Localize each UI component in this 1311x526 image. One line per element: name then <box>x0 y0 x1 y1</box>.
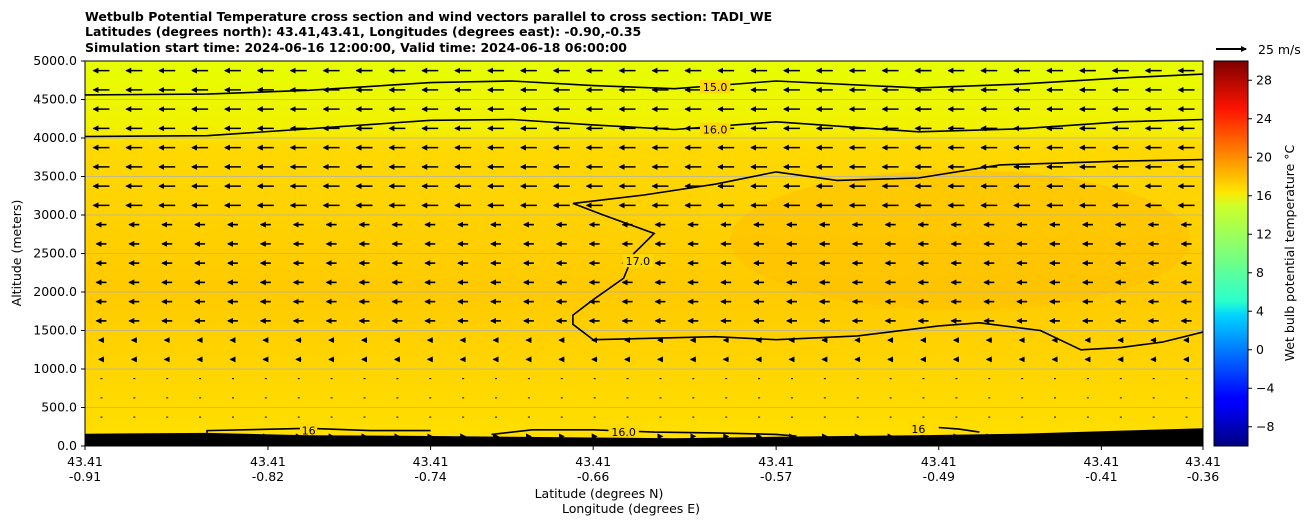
contour-line <box>491 429 797 437</box>
colorbar-tick-label: 8 <box>1256 265 1264 280</box>
colorbar-tick-label: 20 <box>1256 149 1272 164</box>
colorbar-tick-label: −4 <box>1256 380 1274 395</box>
y-tick-label: 5000.0 <box>33 53 77 68</box>
x-tick-longitude: -0.82 <box>252 469 284 484</box>
contour-label-bg <box>699 80 731 94</box>
x-tick-longitude: -0.74 <box>414 469 446 484</box>
colorbar-ticks: −8 −4 0 4 8 12 16 20 24 28 <box>1248 72 1274 434</box>
y-tick-label: 500.0 <box>41 400 77 415</box>
quiver-key: 25 m/s <box>1216 42 1301 57</box>
y-tick-label: 3000.0 <box>33 207 77 222</box>
contour-label: 16.0 <box>611 426 636 439</box>
x-tick-latitude: 43.41 <box>1083 454 1119 469</box>
x-tick-latitude: 43.41 <box>921 454 957 469</box>
x-tick-longitude: -0.57 <box>760 469 792 484</box>
x-tick-latitude: 43.41 <box>250 454 286 469</box>
y-tick-label: 3500.0 <box>33 169 77 184</box>
warm-core <box>730 170 1190 310</box>
contour-label: 16.0 <box>703 124 728 137</box>
contour-label-bg <box>909 422 928 436</box>
contour-line <box>938 426 980 433</box>
colorbar-scale <box>1213 60 1249 447</box>
contour-label: 16 <box>911 423 925 436</box>
x-tick-longitude: -0.66 <box>577 469 609 484</box>
colorbar: −8 −4 0 4 8 12 16 20 24 28 Wet bulb potential tem… <box>1213 60 1297 447</box>
contour-label-bg <box>608 425 639 439</box>
colorbar-tick-label: 16 <box>1256 188 1272 203</box>
colorbar-label: Wet bulb potential temperature °C <box>1282 144 1297 361</box>
x-axis-label-latitude: Latitude (degrees N) <box>535 486 664 501</box>
x-tick-latitude: 43.41 <box>1185 454 1221 469</box>
x-tick-latitude: 43.41 <box>575 454 611 469</box>
x-tick-latitude: 43.41 <box>413 454 449 469</box>
colorbar-tick-label: 0 <box>1256 342 1264 357</box>
contour-label: 15.0 <box>703 81 728 94</box>
x-tick-longitude: -0.49 <box>923 469 955 484</box>
y-axis-label: Altitude (meters) <box>9 200 24 307</box>
x-tick-longitude: -0.36 <box>1187 469 1219 484</box>
colorbar-tick-label: 28 <box>1256 72 1272 87</box>
colorbar-tick-label: 24 <box>1256 111 1272 126</box>
contour-label-bg <box>699 122 731 136</box>
quiver-key-label: 25 m/s <box>1258 42 1301 57</box>
contour-label-bg <box>622 254 654 268</box>
contour-label-bg <box>300 423 318 437</box>
x-axis-label-longitude: Longitude (degrees E) <box>562 501 700 516</box>
chart-title-line-3: Simulation start time: 2024-06-16 12:00:… <box>85 40 627 55</box>
plot-area: 15.0 16.0 17.0 16 16.0 16 <box>85 61 1203 446</box>
y-tick-label: 2000.0 <box>33 284 77 299</box>
y-tick-label: 1500.0 <box>33 323 77 338</box>
colorbar-tick-label: 4 <box>1256 303 1264 318</box>
y-tick-label: 2500.0 <box>33 246 77 261</box>
contour-line <box>85 118 1203 138</box>
chart-title-line-1: Wetbulb Potential Temperature cross sect… <box>85 9 772 25</box>
contour-line <box>85 73 1203 96</box>
y-tick-label: 4000.0 <box>33 130 77 145</box>
terrain <box>85 428 1203 446</box>
y-axis: 0.0 500.0 1000.0 1500.0 2000.0 2500.0 3000.0 35… <box>33 53 85 453</box>
y-tick-label: 0.0 <box>57 438 77 453</box>
x-tick-longitude: -0.41 <box>1085 469 1117 484</box>
chart-title-line-2: Latitudes (degrees north): 43.41,43.41, … <box>85 24 641 39</box>
x-tick-latitude: 43.41 <box>67 454 103 469</box>
x-tick-longitude: -0.91 <box>69 469 101 484</box>
contour-label: 17.0 <box>626 255 651 268</box>
gridlines <box>85 99 1203 408</box>
contour-label: 16 <box>302 425 316 438</box>
x-axis: 43.41-0.9143.41-0.8243.41-0.7443.41-0.66… <box>67 446 1221 484</box>
x-tick-latitude: 43.41 <box>758 454 794 469</box>
wind-vectors <box>92 67 1195 440</box>
colorbar-tick-label: 12 <box>1256 226 1272 241</box>
y-tick-label: 4500.0 <box>33 92 77 107</box>
contour-line <box>572 158 1203 351</box>
colorbar-tick-label: −8 <box>1256 419 1274 434</box>
y-tick-label: 1000.0 <box>33 361 77 376</box>
